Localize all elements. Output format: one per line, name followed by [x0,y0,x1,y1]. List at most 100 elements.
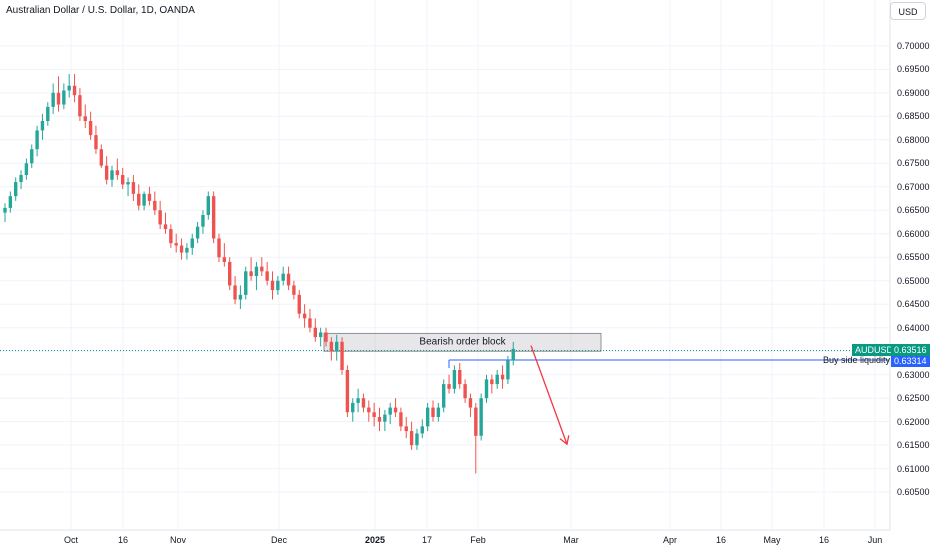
candle [67,74,71,98]
candle-body [78,95,82,117]
candle [3,203,7,223]
candle [490,374,494,394]
candle-body [463,384,467,399]
candle [46,102,50,126]
candle-body [147,193,152,201]
candle [110,165,114,187]
projection-arrow-shaft [530,345,568,445]
candle-body [351,402,355,413]
candle [158,200,162,230]
candle-body [190,238,194,248]
candle [452,365,457,394]
candle [281,266,285,286]
candle-body [67,85,71,91]
candle [99,144,103,168]
candle-body [511,348,515,361]
candle [409,421,414,450]
order-block-label: Bearish order block [419,336,506,348]
candle-body [195,226,200,239]
candle [51,83,55,114]
candle [367,400,371,422]
chart-drawings [530,345,570,446]
candle-body [228,261,232,286]
candle [163,212,168,234]
candle-body [393,407,398,413]
y-tick-label: 0.61000 [897,463,930,474]
candle [169,224,173,248]
candle-body [179,245,184,253]
candle-body [14,182,18,197]
candle-body [169,229,173,244]
candle-body [329,341,334,352]
candle-body [420,426,424,434]
candle [217,233,221,262]
candle [436,402,441,422]
candle [286,266,291,291]
candle-body [297,294,301,314]
candle-body [62,90,66,105]
candle [399,407,403,432]
candle [238,285,243,309]
candle [302,304,307,328]
candle [72,74,77,103]
candle [324,327,328,347]
candle-body [442,384,446,408]
candle-body [142,193,146,206]
candle-body [415,433,419,446]
candle-body [345,370,350,413]
candle [356,388,360,413]
projection-arrow-head [559,435,570,446]
candle-body [185,247,189,253]
candle-body [222,257,227,262]
candle-body [313,327,317,338]
candle [24,158,29,180]
x-tick-label: 2025 [364,535,386,545]
currency-button[interactable]: USD [890,2,926,20]
y-tick-label: 0.67500 [897,158,930,169]
y-tick-label: 0.60500 [897,487,930,498]
candle-body [131,182,136,194]
y-tick-label: 0.67000 [897,181,930,192]
candle-body [276,280,280,291]
y-tick-label: 0.62000 [897,416,930,427]
candle [8,191,13,213]
candle-body [367,407,371,413]
x-tick-label: 16 [818,535,830,545]
candle [121,167,125,190]
candle [276,276,280,295]
candle-body [335,341,339,352]
candle [425,402,430,432]
candle [195,222,200,244]
candle-body [3,207,7,213]
candle [335,334,339,361]
candle [340,337,344,375]
candle [190,233,194,255]
liquidity-price-tag: 0.63314 [891,354,930,367]
candle-body [404,426,408,432]
candle-body [388,407,392,415]
candle [83,104,87,129]
candle-body [318,332,323,338]
candle [329,337,334,361]
candle [479,393,483,441]
y-tick-label: 0.64000 [897,322,930,333]
candle-body [490,379,494,385]
candle [126,177,130,197]
candle [244,266,248,300]
chart-axes [0,0,891,531]
candle-body [270,280,275,291]
candle [377,407,382,432]
candle-body [153,200,157,211]
candle-body [425,407,430,427]
symbol-tag: AUDUSD [852,344,897,357]
x-tick-label: Apr [662,535,678,545]
candle-body [372,412,376,417]
candle [458,362,462,389]
candle-body [292,285,296,295]
y-tick-label: 0.69500 [897,64,930,75]
candle-body [72,85,77,96]
candle-body [51,92,55,107]
candle-series[interactable] [3,74,515,474]
y-tick-label: 0.65000 [897,275,930,286]
